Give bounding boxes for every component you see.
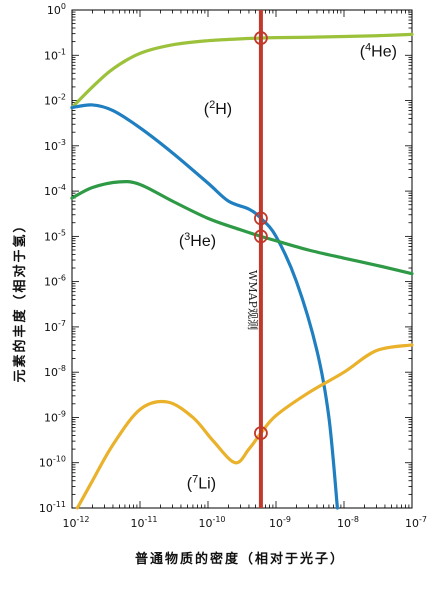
x-tick-label: 10-12 — [62, 515, 89, 530]
y-tick-label: 100 — [47, 2, 66, 17]
observation-marker — [254, 31, 268, 45]
series-label: (3He) — [179, 231, 216, 250]
label-layer: 10-12 10-11 10-10 10-9 10-8 10-710010-110-210… — [39, 2, 427, 530]
y-tick-label: 10-5 — [44, 228, 66, 243]
observation-marker — [254, 426, 268, 441]
y-tick-label: 10-7 — [44, 319, 66, 334]
y-tick-label: 10-4 — [44, 183, 66, 198]
x-tick-label: 10-7 — [405, 515, 427, 530]
y-tick-label: 10-3 — [44, 138, 66, 153]
plot-frame — [71, 9, 413, 509]
series-label: (7Li) — [187, 473, 216, 492]
y-axis-title: 元素的丰度（相对于氢） — [12, 217, 28, 382]
x-tick-label: 10-8 — [337, 515, 359, 530]
series-line-2h — [70, 103, 340, 510]
series-label: (4He) — [360, 42, 397, 61]
observation-marker — [254, 211, 268, 226]
observation-label: WMAP观测 — [246, 270, 259, 330]
y-tick-label: 10-9 — [44, 409, 66, 424]
series-line-7li — [75, 343, 414, 510]
observation-marker — [254, 229, 268, 244]
y-tick-label: 10-1 — [44, 47, 66, 62]
x-tick-label: 10-11 — [130, 515, 157, 530]
y-tick-label: 10-2 — [44, 93, 66, 108]
series-label: (2H) — [204, 99, 232, 118]
x-tick-label: 10-9 — [269, 515, 291, 530]
series-line-4he — [70, 32, 414, 110]
y-tick-label: 10-11 — [39, 500, 66, 515]
series-layer — [70, 32, 414, 510]
plot-frame-layer — [71, 9, 413, 509]
x-axis-title: 普通物质的密度（相对于光子） — [135, 551, 345, 567]
observation-layer — [254, 10, 268, 508]
y-tick-label: 10-10 — [39, 455, 66, 470]
x-tick-label: 10-10 — [198, 515, 225, 530]
y-tick-label: 10-8 — [44, 364, 66, 379]
series-line-3he — [70, 179, 414, 276]
y-tick-label: 10-6 — [44, 274, 66, 289]
